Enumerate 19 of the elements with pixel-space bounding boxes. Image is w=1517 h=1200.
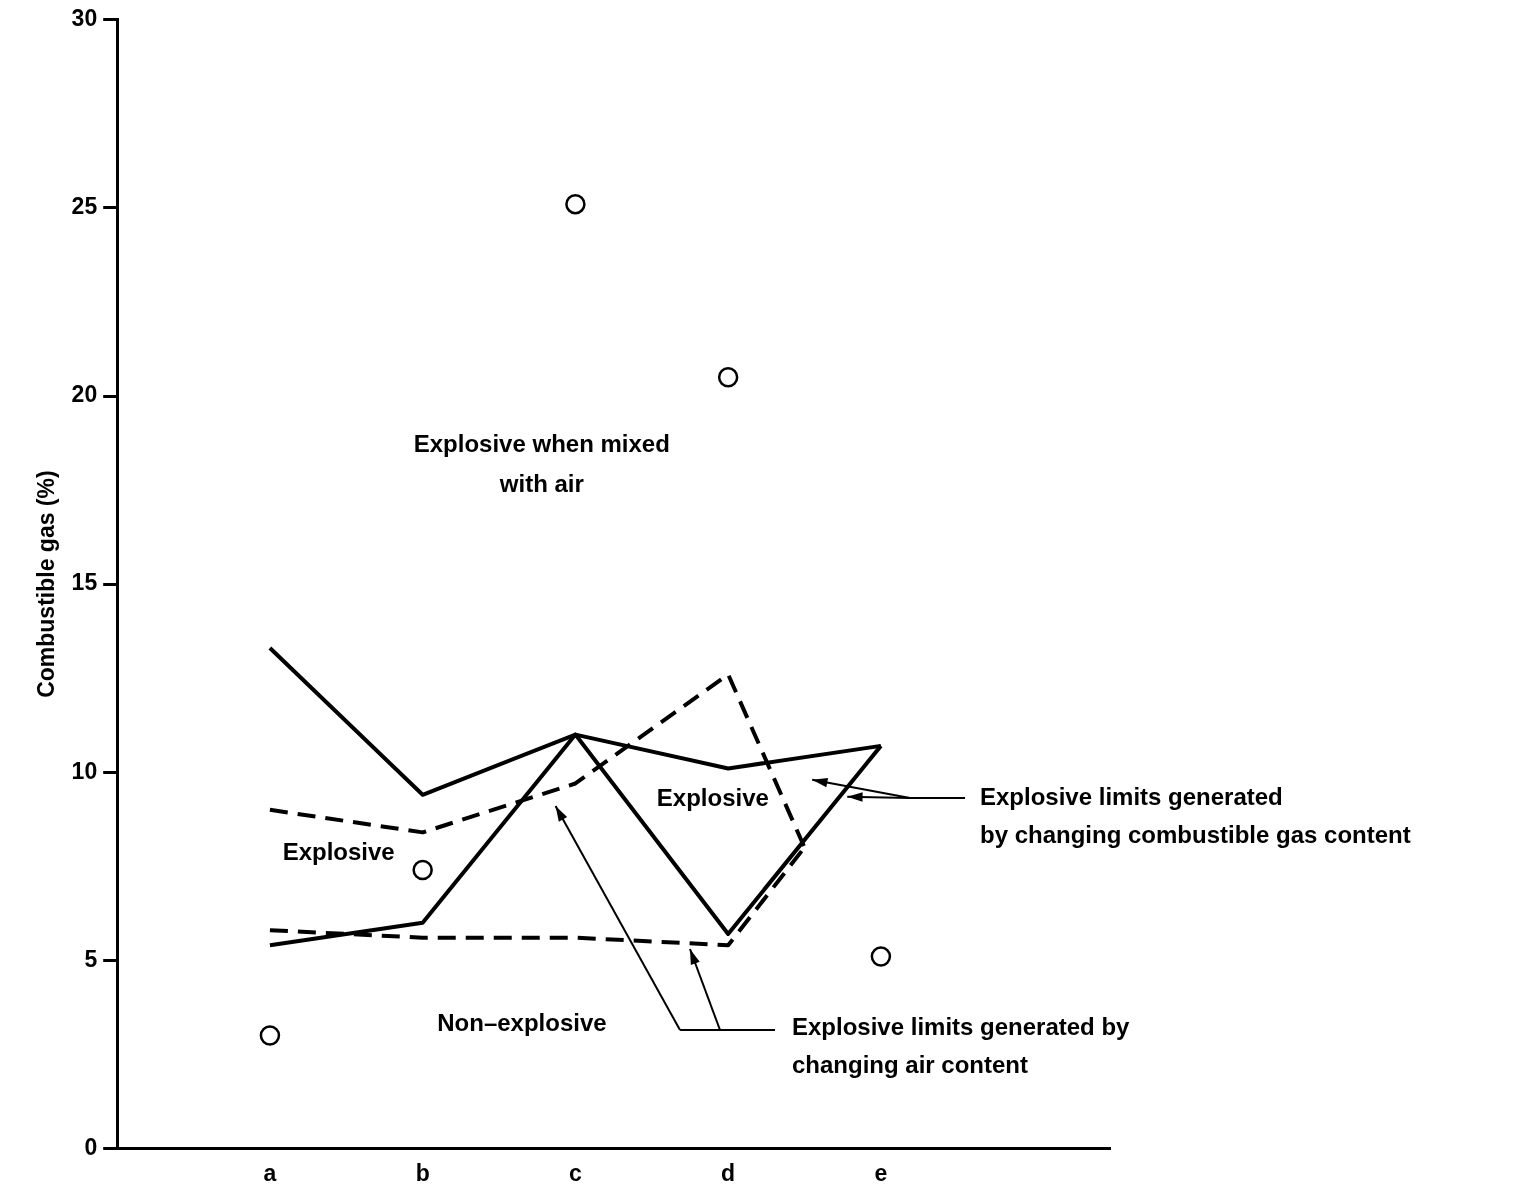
annotation: Non–explosive (437, 1008, 607, 1036)
annotation: Explosive (656, 783, 769, 811)
y-tick-label: 20 (71, 381, 98, 408)
annotation: Explosive limits generated by changing combustible gas content (980, 782, 1411, 848)
x-tick-label: b (415, 1159, 430, 1186)
x-tick-label: d (721, 1159, 736, 1186)
y-tick-label: 15 (71, 569, 98, 596)
annotation: Explosive when mixed with air (413, 430, 670, 498)
y-tick-label: 0 (84, 1133, 98, 1160)
y-tick-label: 10 (71, 757, 98, 784)
y-axis-title: Combustible gas (%) (33, 470, 60, 698)
x-tick-label: e (874, 1159, 888, 1186)
y-tick-label: 30 (71, 5, 98, 32)
y-tick-label: 25 (71, 193, 98, 220)
x-tick-label: a (263, 1159, 277, 1186)
annotation: Explosive limits generated by changing air content (792, 1012, 1131, 1078)
y-tick-label: 5 (84, 945, 98, 972)
x-tick-label: c (569, 1159, 583, 1186)
annotation: Explosive (282, 838, 395, 866)
